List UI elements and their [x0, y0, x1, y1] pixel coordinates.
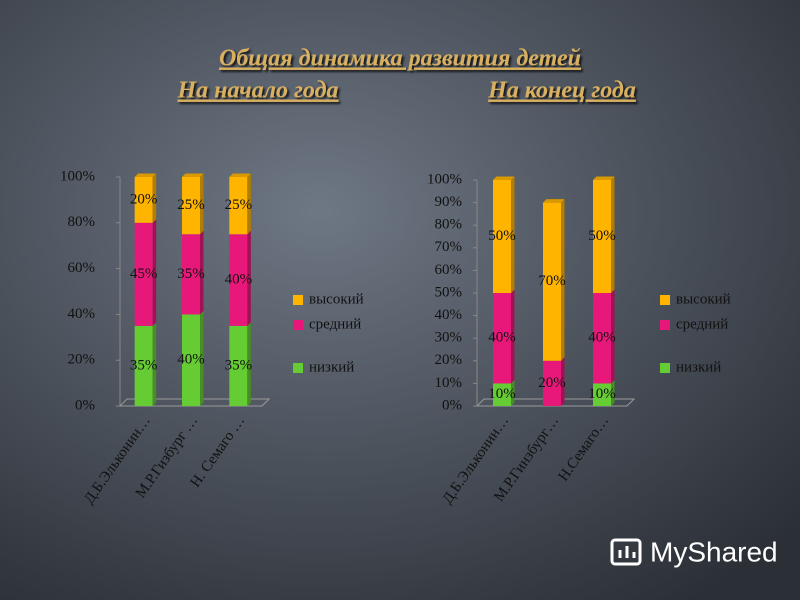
- legend-swatch: [660, 320, 670, 330]
- bar-top: [593, 176, 615, 180]
- bar-segment: [543, 360, 561, 406]
- data-label: 25%: [177, 197, 205, 213]
- bar-side: [247, 173, 251, 235]
- legend-label: средний: [676, 316, 728, 332]
- y-tick-label: 70%: [435, 239, 463, 255]
- y-tick-label: 10%: [435, 375, 463, 391]
- bar-segment: [593, 180, 611, 293]
- slide-title: Общая динамика развития детей: [219, 46, 581, 72]
- y-tick-label: 80%: [68, 214, 96, 230]
- bar-top: [229, 173, 251, 177]
- bar-segment: [493, 293, 511, 384]
- bar-side: [247, 322, 251, 406]
- y-tick-label: 100%: [60, 168, 95, 184]
- bar-top: [182, 173, 204, 177]
- watermark-icon: [610, 538, 642, 566]
- bar-side: [152, 173, 157, 223]
- data-label: 35%: [225, 357, 253, 373]
- floor: [476, 398, 636, 407]
- legend-swatch: [660, 363, 670, 373]
- legend-swatch: [660, 295, 670, 305]
- bar-side: [200, 230, 204, 315]
- bar-top: [543, 199, 565, 203]
- y-tick-label: 30%: [435, 330, 463, 346]
- legend-swatch: [293, 320, 303, 330]
- bar-side: [200, 173, 204, 235]
- bar-segment: [493, 180, 511, 293]
- data-label: 10%: [588, 386, 616, 402]
- bar-segment: [229, 234, 248, 326]
- data-label: 50%: [588, 228, 616, 244]
- data-label: 10%: [488, 386, 516, 402]
- bar-segment: [182, 314, 200, 406]
- bar-segment: [593, 293, 611, 384]
- bar-side: [511, 289, 515, 384]
- y-tick-label: 40%: [435, 307, 463, 323]
- y-tick-label: 60%: [435, 262, 463, 278]
- bar-side: [611, 379, 615, 406]
- bar-side: [511, 176, 515, 293]
- floor: [119, 398, 271, 407]
- bar-side: [561, 199, 565, 361]
- bar-segment: [229, 177, 248, 235]
- y-tick-label: 60%: [68, 260, 96, 276]
- legend-label: средний: [309, 316, 361, 332]
- bar-segment: [593, 383, 611, 406]
- bar-side: [611, 176, 615, 293]
- data-label: 40%: [177, 352, 205, 368]
- bar-segment: [229, 325, 248, 406]
- legend-label: низкий: [309, 359, 354, 375]
- y-tick-label: 0%: [75, 397, 95, 413]
- bar-side: [152, 322, 157, 406]
- bar-segment: [182, 234, 200, 315]
- y-tick-label: 90%: [435, 194, 463, 210]
- data-label: 40%: [588, 330, 616, 346]
- chart-title: На конец года: [487, 78, 636, 104]
- y-tick-label: 40%: [68, 306, 96, 322]
- bar-segment: [182, 177, 200, 235]
- data-label: 45%: [130, 266, 158, 282]
- data-label: 35%: [130, 357, 158, 373]
- bar-top: [493, 176, 515, 180]
- bar-side: [247, 230, 251, 326]
- bar-side: [561, 357, 565, 406]
- bar-segment: [493, 383, 511, 406]
- data-label: 20%: [130, 191, 158, 207]
- legend-swatch: [293, 363, 303, 373]
- data-label: 50%: [488, 228, 516, 244]
- data-label: 40%: [488, 330, 516, 346]
- legend-label: низкий: [676, 359, 721, 375]
- legend-label: высокий: [676, 291, 731, 307]
- y-tick-label: 100%: [427, 171, 462, 187]
- y-tick-label: 80%: [435, 217, 463, 233]
- bar-segment: [543, 202, 561, 361]
- data-label: 70%: [538, 273, 566, 289]
- data-label: 35%: [177, 266, 205, 282]
- chart-title: На начало года: [176, 78, 338, 104]
- data-label: 40%: [225, 271, 253, 287]
- bar-side: [200, 310, 204, 406]
- y-tick-label: 50%: [435, 284, 463, 300]
- legend-label: высокий: [309, 291, 364, 307]
- bar-side: [152, 219, 157, 326]
- bar-side: [511, 379, 515, 406]
- watermark: MyShared: [650, 536, 778, 567]
- bar-side: [611, 289, 615, 384]
- data-label: 20%: [538, 375, 566, 391]
- y-tick-label: 0%: [442, 397, 462, 413]
- bar-segment: [134, 177, 153, 223]
- bar-top: [134, 173, 157, 177]
- y-tick-label: 20%: [435, 352, 463, 368]
- legend-swatch: [293, 295, 303, 305]
- y-tick-label: 20%: [68, 352, 96, 368]
- bar-segment: [134, 325, 153, 406]
- bar-segment: [134, 222, 153, 326]
- data-label: 25%: [225, 197, 253, 213]
